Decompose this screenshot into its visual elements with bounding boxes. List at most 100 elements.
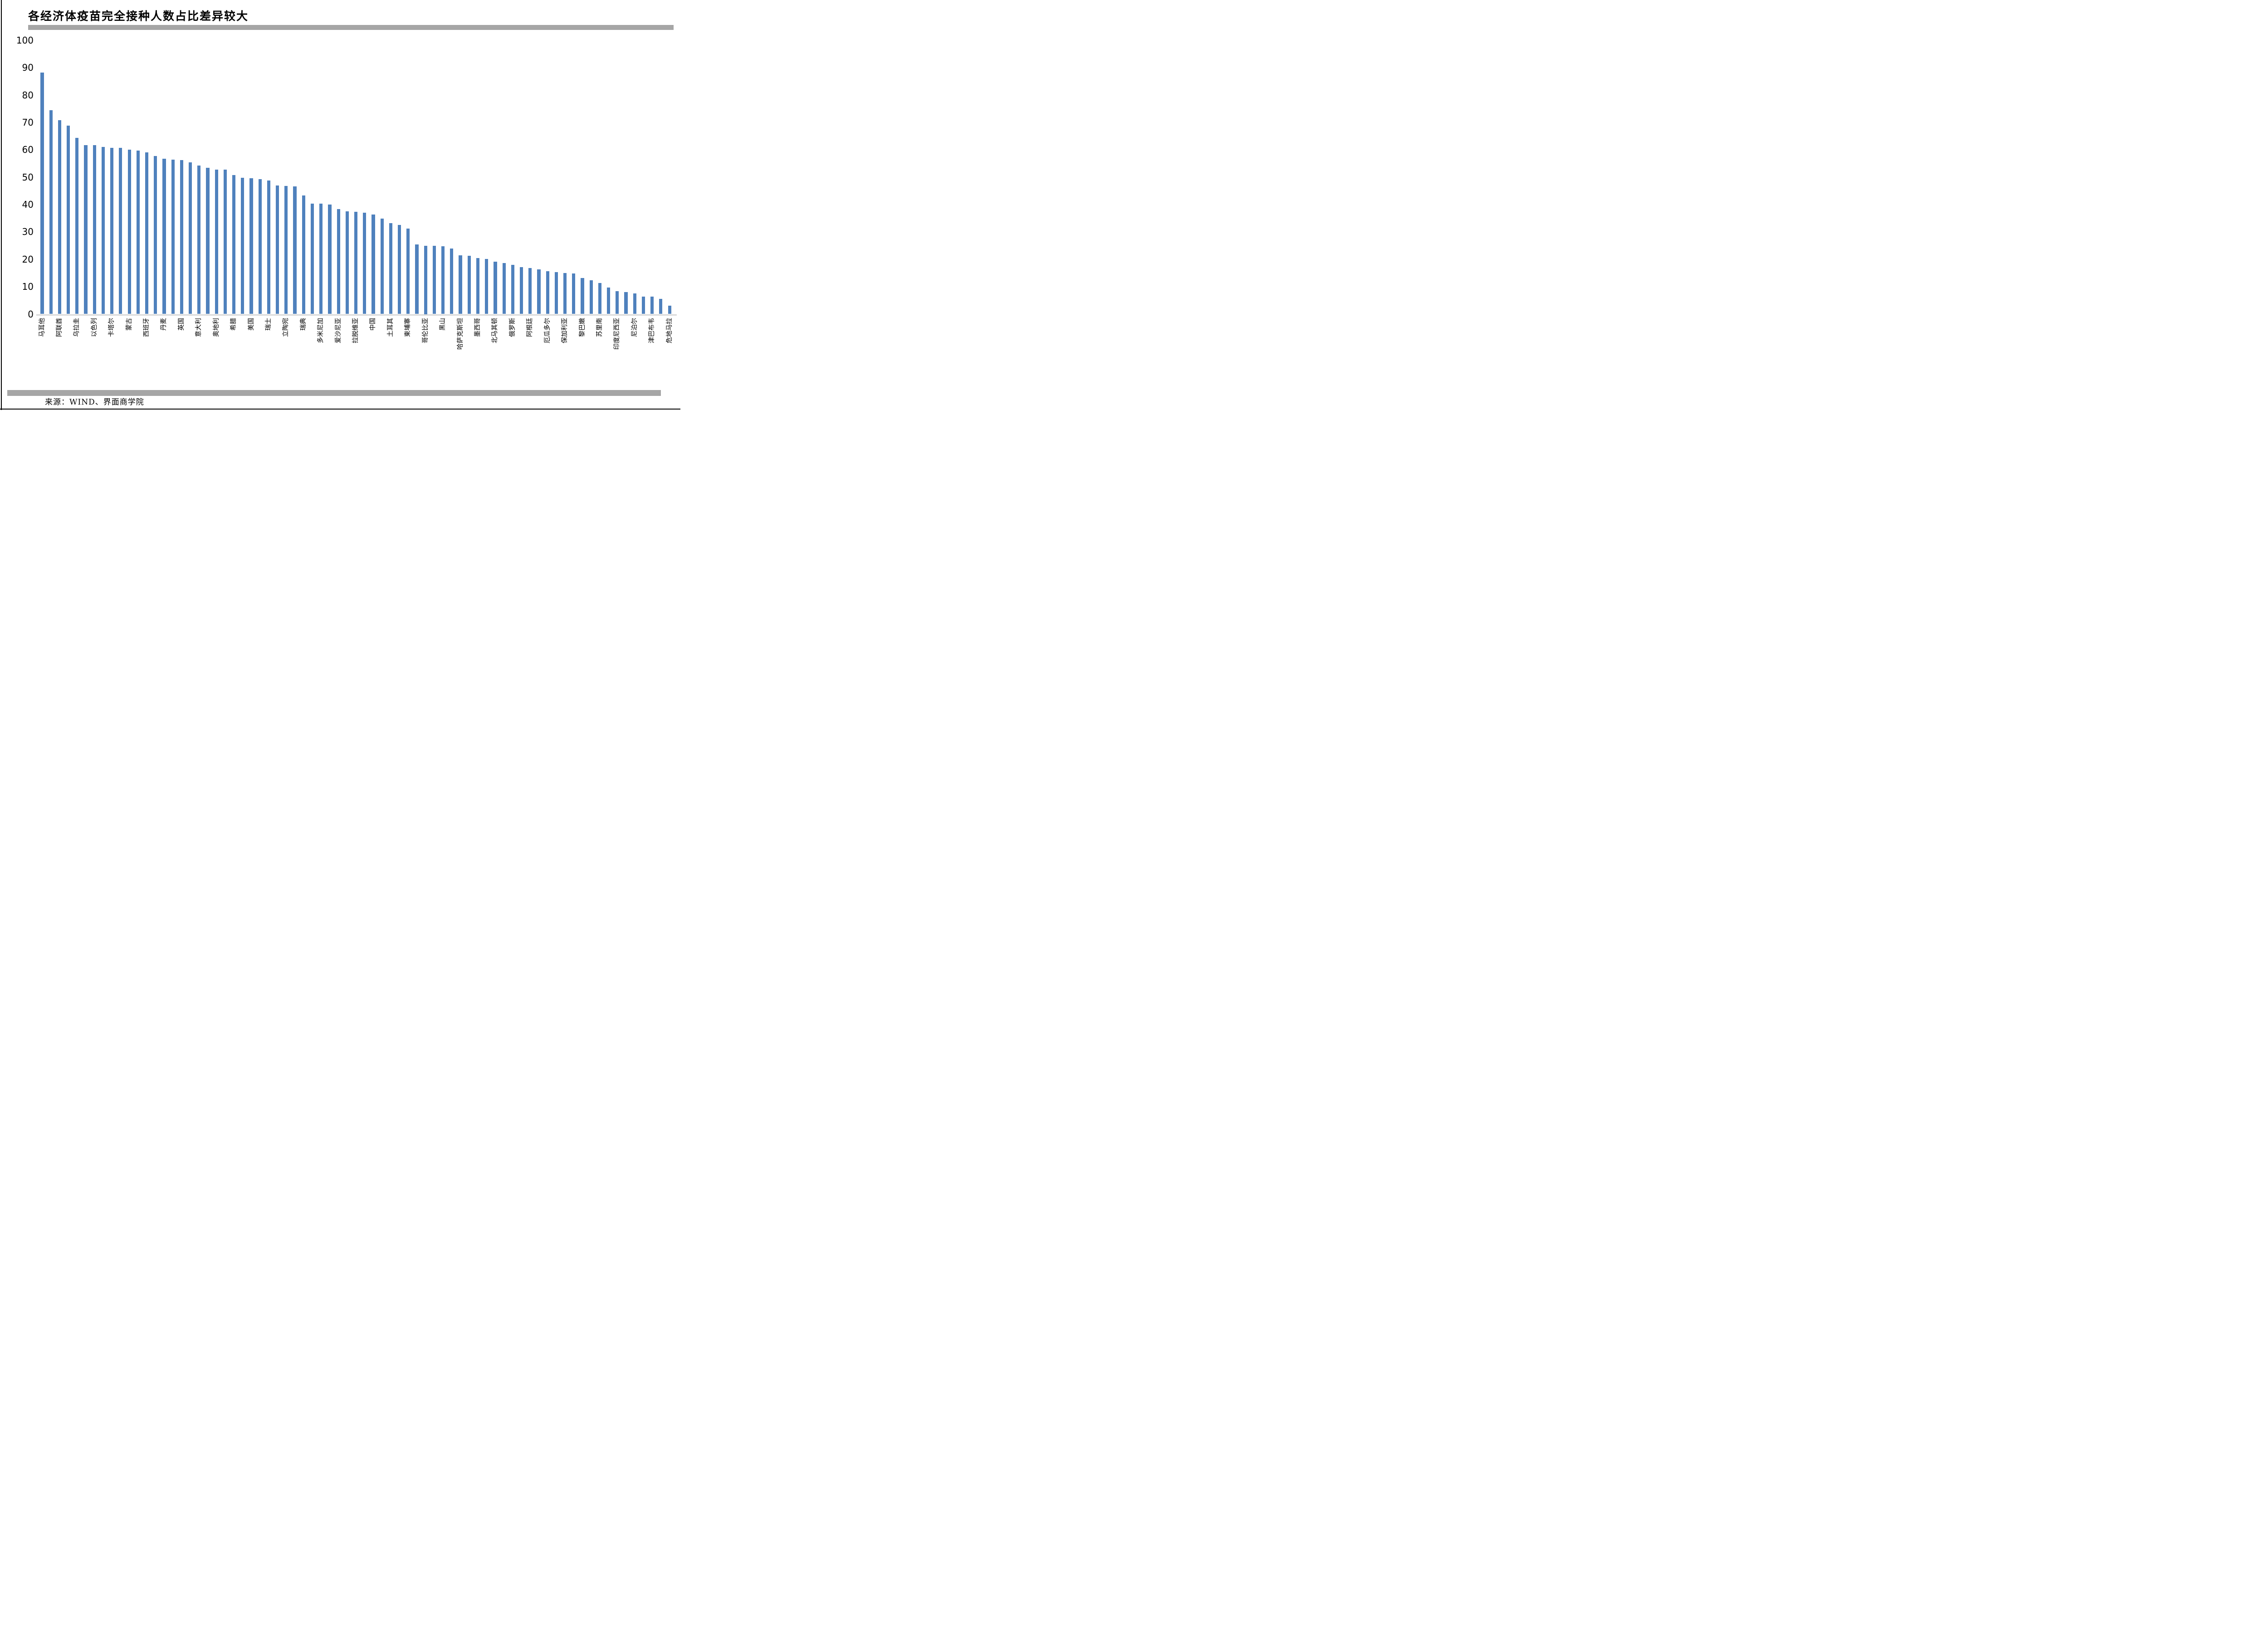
x-axis-label: 土耳其 (386, 317, 394, 337)
bar (241, 177, 244, 314)
x-axis-label: 中国 (369, 317, 377, 331)
bar (511, 265, 514, 314)
x-axis-label: 尼泊尔 (631, 317, 638, 337)
bar (406, 229, 410, 314)
bar (145, 152, 149, 314)
bar (389, 223, 392, 314)
x-axis-label: 西班牙 (143, 317, 151, 337)
bar (67, 126, 70, 314)
bar (659, 299, 663, 314)
bar (485, 259, 489, 314)
x-axis-label: 危地马拉 (665, 317, 673, 343)
bar (310, 203, 314, 314)
bar (616, 291, 619, 314)
y-axis-tick-label: 30 (22, 226, 34, 238)
bar (371, 214, 375, 314)
x-axis-label: 保加利亚 (561, 317, 569, 343)
bar (554, 272, 558, 314)
x-axis-label: 卡塔尔 (108, 317, 116, 337)
bar (40, 72, 44, 314)
bar (171, 160, 175, 314)
y-axis-tick-label: 100 (16, 35, 34, 46)
bar (58, 120, 61, 314)
bar (206, 167, 210, 314)
x-axis-label: 哥伦比亚 (421, 317, 429, 343)
bar (441, 246, 445, 314)
bar (494, 262, 497, 314)
x-axis-label: 北马其顿 (491, 317, 499, 343)
bar (572, 273, 576, 314)
bar (476, 258, 480, 314)
x-axis-label: 英国 (177, 317, 185, 331)
x-axis-label: 津巴布韦 (648, 317, 656, 343)
bar (101, 146, 105, 314)
bar (633, 293, 636, 314)
x-axis-label: 墨西哥 (474, 317, 481, 337)
bar (363, 212, 367, 314)
bar (197, 166, 201, 314)
x-axis-label: 苏里南 (596, 317, 603, 337)
x-axis-label: 瑞士 (264, 317, 272, 331)
x-axis-label: 多米尼加 (317, 317, 325, 343)
bar (650, 297, 654, 314)
bar (110, 147, 114, 314)
bar (215, 169, 218, 314)
bar (127, 149, 131, 314)
bar (519, 267, 523, 314)
bar (84, 145, 88, 314)
y-axis-tick-label: 90 (22, 62, 34, 73)
bar (258, 179, 262, 314)
bar (284, 186, 288, 314)
bar (302, 195, 305, 314)
bar (337, 209, 340, 314)
y-axis-tick-label: 60 (22, 144, 34, 156)
x-axis-line (36, 314, 677, 316)
bar (467, 255, 471, 314)
bar (188, 162, 192, 314)
chart-title: 各经济体疫苗完全接种人数占比差异较大 (28, 10, 249, 23)
bar (380, 218, 384, 314)
x-axis-label: 希腊 (230, 317, 238, 331)
left-border-line (1, 0, 2, 410)
bar (459, 255, 462, 314)
bar (354, 212, 358, 314)
x-axis-label: 印度尼西亚 (613, 317, 621, 350)
y-axis-tick-label: 20 (22, 254, 34, 265)
bar (641, 296, 645, 314)
bar (267, 180, 271, 314)
bar (598, 283, 602, 314)
bar (136, 151, 140, 314)
bar (276, 185, 279, 314)
bar (450, 249, 454, 314)
chart-canvas: 各经济体疫苗完全接种人数占比差异较大 0 10 20 30 40 50 60 70 80 90 10… (0, 0, 680, 410)
x-axis-label: 阿联酋 (55, 317, 63, 337)
bar (249, 178, 253, 314)
y-axis-tick-label: 40 (22, 199, 34, 210)
bottom-divider-rule (7, 390, 661, 396)
x-axis-label: 马耳他 (38, 317, 46, 337)
top-divider-rule (28, 25, 674, 30)
x-axis-label: 以色列 (90, 317, 98, 337)
bar (154, 156, 157, 314)
x-axis-label: 俄罗斯 (508, 317, 516, 337)
x-axis-label: 瑞典 (299, 317, 307, 331)
bar (180, 160, 183, 314)
x-axis-label: 意大利 (195, 317, 203, 337)
x-axis-label: 乌拉圭 (73, 317, 81, 337)
bar (528, 268, 532, 314)
x-axis-label: 黎巴嫩 (578, 317, 586, 337)
bar (589, 280, 593, 314)
bar (563, 273, 567, 314)
bar (75, 137, 79, 314)
x-axis-label: 哈萨克斯坦 (456, 317, 464, 350)
x-axis-label: 蒙古 (125, 317, 133, 331)
y-axis-tick-label: 50 (22, 171, 34, 183)
x-axis-label: 厄瓜多尔 (543, 317, 551, 343)
bar (607, 287, 611, 314)
x-axis-label: 阿根廷 (526, 317, 534, 337)
bar (546, 271, 549, 314)
x-axis-label: 美国 (247, 317, 255, 331)
y-axis-tick-label: 10 (22, 281, 34, 293)
y-axis-tick-label: 70 (22, 117, 34, 128)
bar (415, 244, 419, 314)
